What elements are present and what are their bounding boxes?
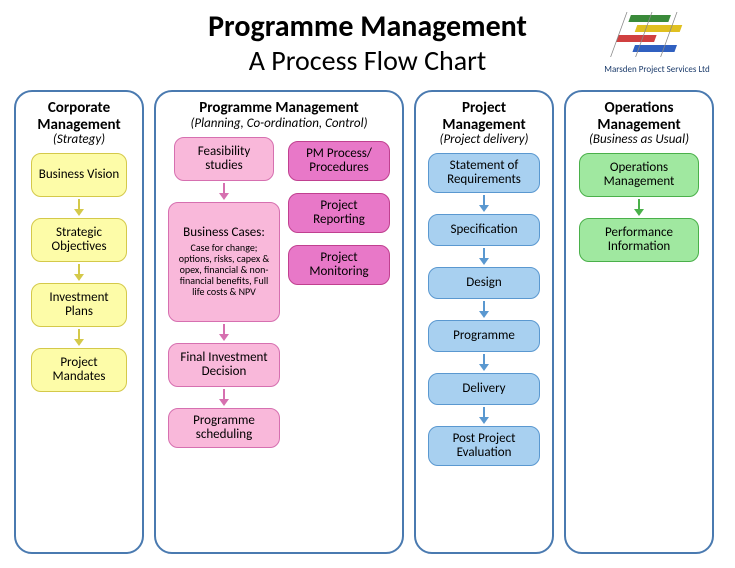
arrow-down-icon — [479, 407, 489, 424]
arrow-down-icon — [479, 301, 489, 318]
node-label: Performance Information — [586, 226, 692, 255]
programme-left-flow: Feasibility studies Business Cases: Case f… — [168, 137, 280, 448]
flow-node: Post Project Evaluation — [428, 426, 540, 466]
logo-text: Marsden Project Services Ltd — [597, 64, 717, 75]
flow-node: Investment Plans — [31, 283, 127, 327]
node-label: Delivery — [462, 382, 505, 396]
node-label: Project Reporting — [295, 199, 383, 228]
flow-node: Delivery — [428, 373, 540, 405]
flow-node: Operations Management — [579, 153, 699, 197]
node-label: Final Investment Decision — [175, 351, 273, 380]
node-label: Operations Management — [586, 161, 692, 190]
flow-node: Programme scheduling — [168, 408, 280, 448]
flow-node: Specification — [428, 214, 540, 246]
column-subtitle: (Project delivery) — [422, 133, 546, 147]
node-label: Project Mandates — [38, 356, 120, 385]
column-corporate: Corporate Management(Strategy) Business V… — [14, 90, 144, 554]
arrow-down-icon — [479, 248, 489, 265]
flow-node: Final Investment Decision — [168, 343, 280, 387]
arrow-down-icon — [479, 354, 489, 371]
node-label: Investment Plans — [38, 291, 120, 320]
column-header: Project Management(Project delivery) — [422, 100, 546, 147]
column-title: Operations Management — [572, 100, 706, 133]
column-title: Programme Management — [190, 100, 367, 117]
arrow-down-icon — [634, 199, 644, 216]
logo: Marsden Project Services Ltd — [597, 12, 717, 75]
column-programme: Programme Management(Planning, Co-ordina… — [154, 90, 404, 554]
column-subtitle: (Business as Usual) — [572, 133, 706, 147]
column-header: Operations Management(Business as Usual) — [572, 100, 706, 147]
node-sublabel: Case for change; options, risks, capex &… — [175, 242, 273, 297]
arrow-down-icon — [219, 324, 229, 341]
node-label: Project Monitoring — [295, 251, 383, 280]
programme-inner: Feasibility studies Business Cases: Case f… — [162, 137, 396, 448]
node-label: Feasibility studies — [181, 145, 267, 174]
node-label: Business Cases: — [183, 226, 265, 240]
flow-node: Project Monitoring — [288, 245, 390, 285]
arrow-down-icon — [479, 195, 489, 212]
column-subtitle: (Planning, Co-ordination, Control) — [190, 117, 367, 131]
logo-icon — [607, 12, 707, 57]
node-label: Post Project Evaluation — [435, 432, 533, 461]
column-subtitle: (Strategy) — [22, 133, 136, 147]
column-project: Project Management(Project delivery) Stat… — [414, 90, 554, 554]
node-label: Strategic Objectives — [38, 226, 120, 255]
node-label: Specification — [450, 223, 517, 237]
flow-stack: Business Vision Strategic Objectives Inves… — [31, 153, 127, 392]
node-label: Programme scheduling — [175, 414, 273, 443]
column-operations: Operations Management(Business as Usual)… — [564, 90, 714, 554]
flow-node: Business Vision — [31, 153, 127, 197]
flow-node: Strategic Objectives — [31, 218, 127, 262]
arrow-down-icon — [74, 264, 84, 281]
flow-node: Project Mandates — [31, 348, 127, 392]
flow-stack: Operations Management Performance Informa… — [579, 153, 699, 262]
arrow-down-icon — [74, 329, 84, 346]
flow-node: Performance Information — [579, 218, 699, 262]
arrow-down-icon — [219, 183, 229, 200]
node-label: Statement of Requirements — [435, 159, 533, 188]
columns-container: Corporate Management(Strategy) Business V… — [14, 90, 721, 554]
arrow-down-icon — [74, 199, 84, 216]
flow-node: PM Process/ Procedures — [288, 141, 390, 181]
node-label: Design — [466, 276, 501, 290]
node-label: Business Vision — [39, 168, 120, 182]
flow-node: Design — [428, 267, 540, 299]
programme-side-stack: PM Process/ Procedures Project Reporting P… — [288, 141, 390, 448]
flow-node: Project Reporting — [288, 193, 390, 233]
node-label: Programme — [453, 329, 515, 343]
node-label: PM Process/ Procedures — [295, 147, 383, 176]
flow-node: Feasibility studies — [174, 137, 274, 181]
flow-node: Programme — [428, 320, 540, 352]
flow-node: Business Cases: Case for change; options,… — [168, 202, 280, 322]
column-header: Corporate Management(Strategy) — [22, 100, 136, 147]
column-title: Project Management — [422, 100, 546, 133]
flow-stack: Statement of Requirements Specification De… — [428, 153, 540, 466]
arrow-down-icon — [219, 389, 229, 406]
flow-node: Statement of Requirements — [428, 153, 540, 193]
column-title: Corporate Management — [22, 100, 136, 133]
column-header: Programme Management(Planning, Co-ordina… — [190, 100, 367, 131]
